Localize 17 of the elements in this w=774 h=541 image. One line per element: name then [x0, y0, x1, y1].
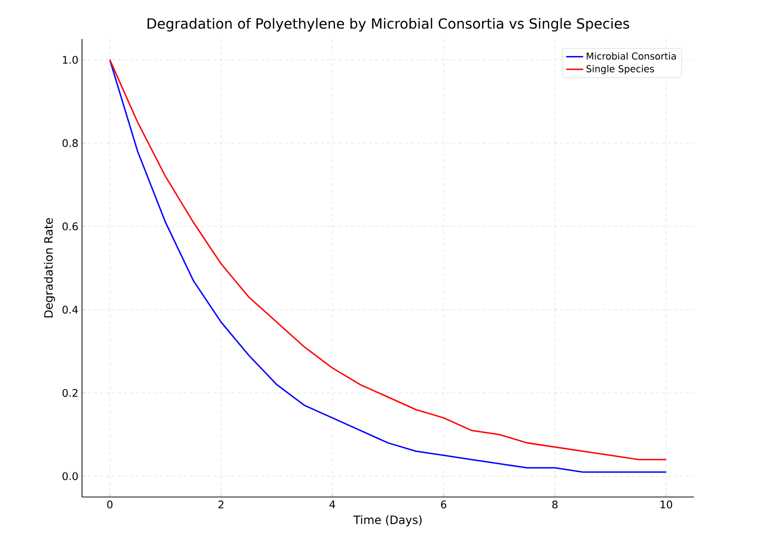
- y-tick-label: 0.2: [62, 388, 78, 397]
- x-tick-label: 10: [660, 500, 672, 508]
- legend-label: Microbial Consortia: [586, 52, 676, 60]
- y-tick-label: 1.0: [62, 56, 78, 64]
- x-tick-label: 8: [552, 500, 558, 508]
- chart-title: Degradation of Polyethylene by Microbial Consortia vs Single Species: [148, 18, 630, 32]
- x-tick-label: 2: [218, 500, 224, 508]
- legend-label: Single Species: [586, 65, 654, 74]
- y-tick-label: 0.6: [62, 222, 78, 230]
- x-tick-label: 0: [107, 500, 112, 508]
- y-tick-label: 0.0: [62, 472, 78, 480]
- y-tick-label: 0.4: [62, 306, 78, 314]
- y-tick-label: 0.8: [62, 139, 78, 148]
- x-tick-label: 4: [330, 500, 336, 508]
- x-axis-title: Time (Days): [353, 515, 422, 526]
- y-axis-title: Degradation Rate: [44, 218, 55, 318]
- x-tick-label: 6: [441, 500, 446, 508]
